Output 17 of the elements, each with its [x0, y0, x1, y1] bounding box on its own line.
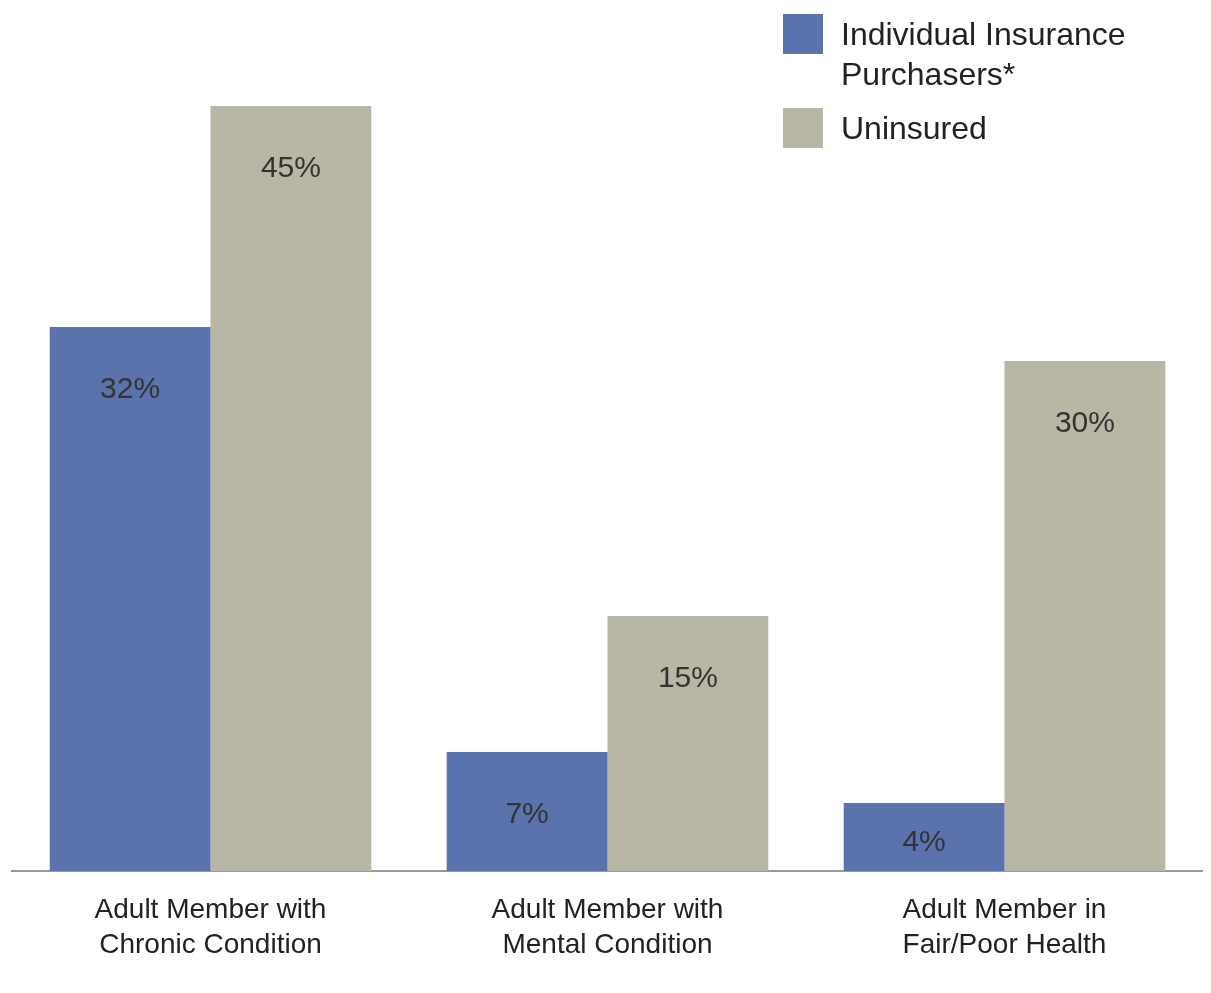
- x-tick-label: Adult Member in Fair/Poor Health: [902, 893, 1107, 960]
- bar: [210, 106, 372, 871]
- data-label: 45%: [260, 150, 321, 184]
- data-label: 30%: [1054, 405, 1115, 439]
- bar: [1004, 361, 1166, 871]
- x-tick-label: Adult Member with Mental Condition: [491, 893, 724, 960]
- data-label: 32%: [100, 371, 161, 405]
- legend-label: Individual Insurance Purchasers*: [841, 15, 1127, 94]
- data-label: 4%: [902, 824, 946, 858]
- bar: [49, 327, 211, 871]
- data-label: 15%: [657, 660, 718, 694]
- bar: [607, 616, 769, 871]
- bar: [843, 803, 1005, 871]
- legend-label: Uninsured: [841, 109, 987, 148]
- bar: [446, 752, 608, 871]
- data-label: 7%: [505, 796, 549, 830]
- x-tick-label: Adult Member with Chronic Condition: [94, 893, 327, 960]
